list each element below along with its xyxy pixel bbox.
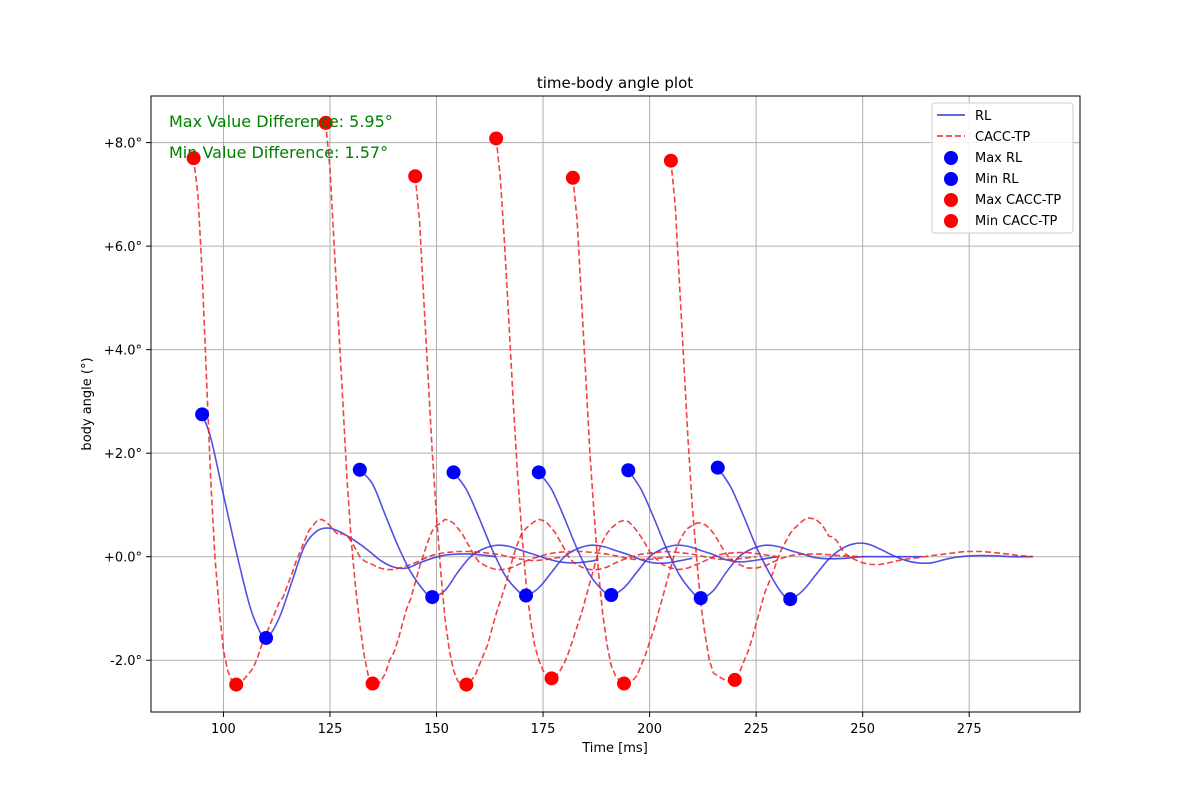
legend-label-min-rl: Min RL <box>975 172 1019 187</box>
marker-max-cacc-tp <box>408 169 423 184</box>
series-line-cacc-tp <box>324 122 671 686</box>
marker-min-cacc-tp <box>727 672 742 687</box>
marker-max-cacc-tp <box>663 153 678 168</box>
marker-max-cacc-tp <box>489 131 504 146</box>
x-tick-label: 100 <box>211 722 236 737</box>
marker-min-cacc-tp <box>365 676 380 691</box>
legend-swatch-min-rl <box>944 172 958 186</box>
legend-swatch-max-rl <box>944 151 958 165</box>
marker-min-cacc-tp <box>617 676 632 691</box>
marker-min-cacc-tp <box>544 671 559 686</box>
annotation-max-diff: Max Value Difference: 5.95° <box>169 112 393 131</box>
legend-label-max-rl: Max RL <box>975 151 1023 166</box>
marker-max-rl <box>352 462 367 477</box>
series-line-rl <box>627 469 923 599</box>
marker-max-cacc-tp <box>565 170 580 185</box>
y-tick-label: +8.0° <box>104 137 142 152</box>
y-tick-label: +4.0° <box>104 344 142 359</box>
marker-max-rl <box>531 465 546 480</box>
legend-label-max-cacc-tp: Max CACC-TP <box>975 193 1061 208</box>
legend-swatch-max-cacc-tp <box>944 193 958 207</box>
marker-min-rl <box>783 592 798 607</box>
marker-max-rl <box>195 407 210 422</box>
tick-layer: 100 125 150 175 200 225 250 275 -2.0° +0.0° +2.0° +… <box>104 137 982 737</box>
y-tick-label: +6.0° <box>104 240 142 255</box>
marker-min-rl <box>259 630 274 645</box>
marker-max-rl <box>446 465 461 480</box>
marker-max-cacc-tp <box>318 115 333 130</box>
marker-max-rl <box>710 460 725 475</box>
x-tick-label: 225 <box>744 722 769 737</box>
legend: RL CACC-TP Max RL Min RL Max CACC-TP Min CACC… <box>931 102 1074 234</box>
marker-min-cacc-tp <box>229 677 244 692</box>
series-line-rl <box>452 471 693 597</box>
legend-label-rl: RL <box>975 109 992 124</box>
y-tick-label: +2.0° <box>104 447 142 462</box>
series-line-cacc-tp <box>670 160 1034 683</box>
y-tick-label: +0.0° <box>104 551 142 566</box>
marker-min-rl <box>425 590 440 605</box>
x-tick-label: 275 <box>957 722 982 737</box>
marker-min-rl <box>519 588 534 603</box>
chart-title: time-body angle plot <box>537 74 693 92</box>
x-tick-label: 200 <box>637 722 662 737</box>
y-axis-label: body angle (°) <box>80 357 95 450</box>
series-line-cacc-tp <box>414 176 757 686</box>
x-tick-label: 150 <box>424 722 449 737</box>
series-line-rl <box>717 467 1034 601</box>
legend-box <box>931 102 1074 234</box>
x-axis-label: Time [ms] <box>581 741 648 756</box>
marker-min-rl <box>604 588 619 603</box>
series-line-rl <box>359 469 599 598</box>
series-line-rl <box>538 471 778 596</box>
marker-max-rl <box>621 463 636 478</box>
legend-label-cacc-tp: CACC-TP <box>975 130 1030 145</box>
marker-min-rl <box>693 591 708 606</box>
series-line-cacc-tp <box>495 138 778 680</box>
plot-frame <box>150 95 1081 713</box>
marker-max-cacc-tp <box>186 151 201 166</box>
x-tick-label: 250 <box>850 722 875 737</box>
x-tick-label: 125 <box>318 722 343 737</box>
grid-layer <box>151 96 1080 712</box>
x-tick-label: 175 <box>531 722 556 737</box>
marker-min-cacc-tp <box>459 677 474 692</box>
series-line-rl <box>201 414 497 639</box>
annotation-min-diff: Min Value Difference: 1.57° <box>169 143 388 162</box>
y-tick-label: -2.0° <box>110 654 142 669</box>
legend-swatch-min-cacc-tp <box>944 214 958 228</box>
legend-label-min-cacc-tp: Min CACC-TP <box>975 214 1058 229</box>
series-line-cacc-tp <box>572 177 863 685</box>
marker-layer <box>186 115 798 692</box>
